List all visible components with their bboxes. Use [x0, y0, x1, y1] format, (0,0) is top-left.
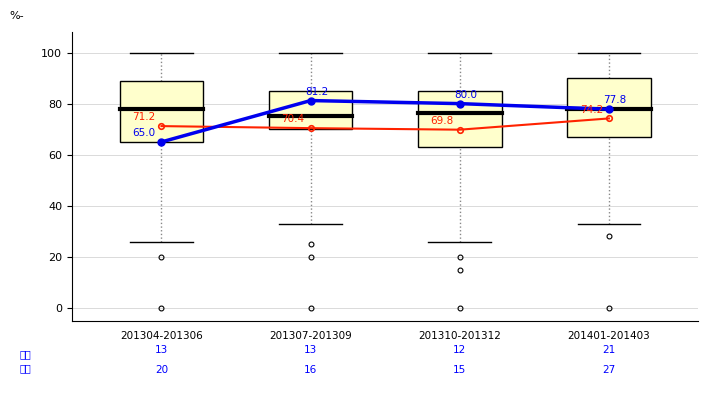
Text: 27: 27: [603, 365, 616, 375]
Text: 13: 13: [155, 345, 168, 355]
Text: 21: 21: [603, 345, 616, 355]
Bar: [120, 81, 203, 142]
Text: 分子
分母: 分子 分母: [19, 349, 31, 373]
Text: 71.2: 71.2: [132, 112, 156, 122]
Text: 70.4: 70.4: [282, 114, 305, 124]
Text: 12: 12: [453, 345, 467, 355]
Bar: [269, 91, 352, 129]
Text: 80.0: 80.0: [454, 90, 477, 100]
Text: 77.8: 77.8: [603, 95, 626, 105]
Bar: [567, 78, 651, 137]
Text: 65.0: 65.0: [132, 128, 156, 138]
Text: 69.8: 69.8: [431, 116, 454, 126]
Text: 81.2: 81.2: [305, 87, 328, 97]
Text: 15: 15: [453, 365, 467, 375]
Text: 13: 13: [304, 345, 318, 355]
Text: 16: 16: [304, 365, 318, 375]
Bar: [418, 91, 502, 147]
Text: 74.2: 74.2: [580, 105, 603, 115]
Text: 20: 20: [155, 365, 168, 375]
Text: %-: %-: [9, 10, 24, 20]
